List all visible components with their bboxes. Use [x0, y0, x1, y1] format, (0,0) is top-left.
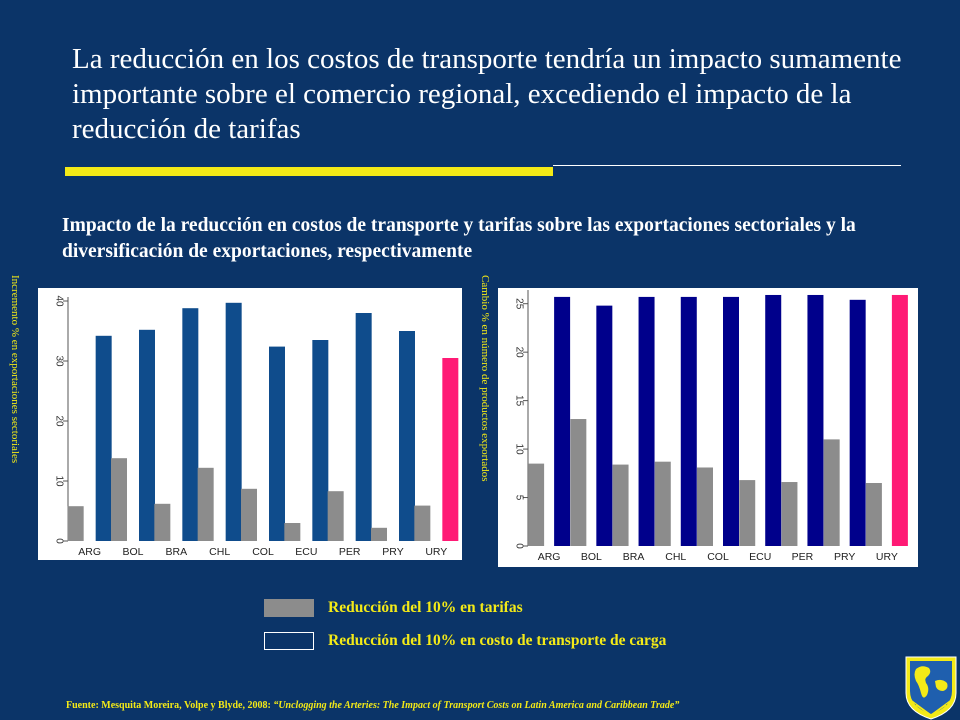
y-tick-label: 5 [513, 495, 524, 501]
bar-transport-col [269, 346, 285, 541]
x-tick-label-arg: ARG [538, 551, 561, 563]
y-tick-label: 25 [513, 298, 524, 310]
legend-swatch-tariffs [264, 599, 314, 617]
bar-tariffs-bol [570, 419, 587, 546]
bar-transport-per [807, 294, 824, 546]
x-tick-label-col: COL [707, 551, 729, 563]
y-tick-label: 15 [513, 395, 524, 407]
bar-transport-ecu [765, 294, 782, 546]
bar-tariffs-chl [654, 461, 671, 546]
bar-tariffs-bol [111, 458, 127, 541]
bar-tariffs-chl [197, 467, 214, 541]
x-tick-label-col: COL [252, 546, 274, 558]
bar-tariffs-ury [414, 505, 431, 541]
bar-transport-ecu [312, 340, 329, 541]
bar-tariffs-ecu [284, 523, 301, 541]
bar-transport-chl [225, 302, 242, 541]
bar-transport-chl [680, 296, 697, 546]
x-tick-label-bol: BOL [122, 546, 143, 558]
x-tick-label-per: PER [339, 546, 361, 558]
x-tick-label-ecu: ECU [295, 546, 317, 558]
bar-transport-bra [638, 296, 655, 546]
legend-label-transport: Reducción del 10% en costo de transporte… [328, 632, 667, 649]
y-tick-label: 30 [53, 355, 64, 367]
source-prefix: Fuente: Mesquita Moreira, Volpe y Blyde,… [66, 700, 274, 711]
y-tick-label: 10 [53, 475, 64, 487]
bar-tariffs-arg [67, 506, 84, 541]
bar-transport-arg [95, 335, 112, 541]
bar-tariffs-ury [865, 483, 882, 546]
x-tick-label-bra: BRA [166, 546, 188, 558]
title-underline-thin [553, 165, 901, 166]
slide-title: La reducción en los costos de transporte… [72, 43, 902, 145]
bar-transport-arg [554, 296, 571, 546]
right-bar-chart: 0 5 10 15 20 25 ARG BOL BRA CHL COL ECU PER PRY URY [513, 290, 908, 563]
bar-tariffs-ecu [739, 480, 756, 546]
x-tick-label-bra: BRA [623, 551, 645, 563]
bar-transport-col [723, 296, 739, 546]
right-chart-ylabel: Cambio % en número de productos exportad… [479, 275, 491, 482]
x-tick-label-ecu: ECU [749, 551, 771, 563]
source-footnote: Fuente: Mesquita Moreira, Volpe y Blyde,… [66, 700, 679, 711]
legend-item-tariffs: Reducción del 10% en tarifas [264, 598, 523, 618]
x-tick-label-per: PER [792, 551, 814, 563]
x-tick-label-bol: BOL [581, 551, 602, 563]
left-chart-panel: 0 10 20 30 40 ARG BOL BRA CHL COL ECU PER PRY URY [38, 288, 462, 560]
y-tick-label: 10 [513, 444, 524, 456]
legend-swatch-transport [264, 632, 314, 650]
bar-transport-ury [891, 294, 908, 546]
title-underline-accent [65, 167, 553, 176]
source-title: “Unclogging the Arteries: The Impact of … [273, 700, 680, 711]
bar-tariffs-per [781, 482, 798, 546]
bar-tariffs-col [697, 467, 713, 546]
x-tick-label-ury: URY [876, 551, 898, 563]
bar-tariffs-bra [154, 503, 171, 541]
right-chart-panel: 0 5 10 15 20 25 ARG BOL BRA CHL COL ECU PER PRY URY [498, 288, 918, 567]
x-tick-label-ury: URY [425, 546, 447, 558]
y-tick-label: 0 [513, 543, 524, 549]
bar-transport-ury [442, 358, 459, 541]
x-tick-label-arg: ARG [78, 546, 101, 558]
bar-tariffs-arg [528, 463, 545, 546]
legend-label-tariffs: Reducción del 10% en tarifas [328, 599, 523, 616]
bar-tariffs-pry [371, 527, 387, 541]
bar-transport-per [355, 313, 372, 541]
bar-transport-bol [596, 305, 613, 546]
x-tick-label-pry: PRY [834, 551, 855, 563]
left-chart-ylabel: Incremento % en exportaciones sectoriale… [9, 275, 21, 464]
chart-subtitle: Impacto de la reducción en costos de tra… [62, 215, 856, 262]
y-tick-label: 20 [513, 347, 524, 359]
bar-transport-bol [139, 329, 155, 541]
x-tick-label-chl: CHL [209, 546, 230, 558]
y-tick-label: 20 [53, 415, 64, 427]
legend-item-transport: Reducción del 10% en costo de transporte… [264, 631, 666, 651]
bar-tariffs-bra [612, 464, 629, 546]
bar-tariffs-per [327, 491, 344, 541]
x-tick-label-pry: PRY [382, 546, 403, 558]
left-bar-chart: 0 10 20 30 40 ARG BOL BRA CHL COL ECU PER PRY URY [53, 295, 459, 558]
bar-transport-bra [182, 308, 199, 541]
bar-tariffs-pry [823, 439, 840, 546]
organization-logo-icon [905, 656, 957, 720]
x-tick-label-chl: CHL [665, 551, 686, 563]
bar-transport-pry [399, 331, 415, 541]
bar-tariffs-col [241, 488, 257, 541]
y-tick-label: 0 [53, 538, 64, 544]
y-tick-label: 40 [53, 295, 64, 307]
bar-transport-pry [849, 299, 866, 546]
